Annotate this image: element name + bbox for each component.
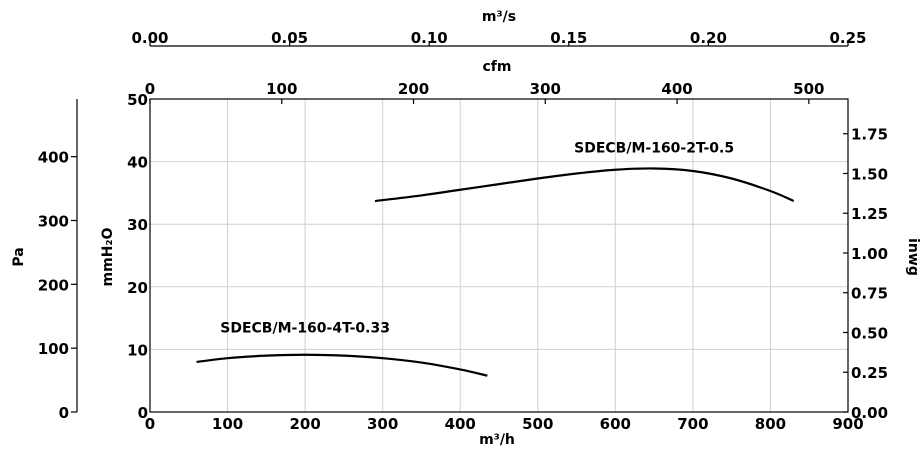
series-curve-1 — [196, 353, 488, 377]
x-tick-label: 0 — [145, 415, 155, 433]
inwg-tick-label: 1.00 — [851, 245, 888, 263]
x-tick-label: 700 — [677, 415, 708, 433]
x-tick-label: 500 — [522, 415, 553, 433]
top-outer-axis-label: m³/s — [482, 9, 516, 25]
mmh2o-tick-label: 10 — [127, 341, 148, 359]
inwg-tick-label: 1.25 — [851, 205, 888, 223]
inwg-tick-label: 0.00 — [851, 404, 888, 422]
series-label-1: SDECB/M-160-4T-0.33 — [220, 321, 390, 337]
cfm-tick-label: 0 — [145, 80, 155, 98]
m3s-tick-label: 0.25 — [829, 29, 866, 47]
pa-tick-label: 200 — [38, 276, 69, 294]
cfm-tick-label: 300 — [530, 80, 561, 98]
x-tick-label: 800 — [755, 415, 786, 433]
series-label-0: SDECB/M-160-2T-0.5 — [574, 140, 734, 156]
cfm-tick-label: 400 — [661, 80, 692, 98]
tick-labels: 0 100 200 300 400 500 600 700 800 900010203040500… — [38, 29, 888, 433]
cfm-tick-label: 500 — [793, 80, 824, 98]
pa-tick-label: 100 — [38, 340, 69, 358]
left-outer-axis-label: Pa — [11, 247, 27, 266]
x-tick-label: 100 — [212, 415, 243, 433]
mmh2o-tick-label: 30 — [127, 216, 148, 234]
m3s-tick-label: 0.15 — [550, 29, 587, 47]
axes — [71, 41, 849, 413]
right-axis-label: inwg — [905, 238, 921, 276]
cfm-tick-label: 100 — [266, 80, 297, 98]
inwg-tick-label: 0.25 — [851, 364, 888, 382]
inwg-tick-label: 1.75 — [851, 126, 888, 144]
x-tick-label: 200 — [289, 415, 320, 433]
left-inner-axis-label: mmH₂O — [100, 227, 116, 286]
grid-lines — [150, 99, 848, 412]
m3s-tick-label: 0.20 — [690, 29, 727, 47]
mmh2o-tick-label: 0 — [138, 404, 148, 422]
m3s-tick-label: 0.00 — [131, 29, 168, 47]
inwg-tick-label: 0.50 — [851, 324, 888, 342]
x-tick-label: 900 — [832, 415, 863, 433]
mmh2o-tick-label: 40 — [127, 154, 148, 172]
inwg-tick-label: 0.75 — [851, 285, 888, 303]
top-inner-axis-label: cfm — [483, 59, 512, 75]
plot-frame — [149, 98, 849, 413]
series-curve-0 — [374, 167, 795, 203]
pa-tick-label: 400 — [38, 149, 69, 167]
m3s-tick-label: 0.10 — [411, 29, 448, 47]
x-tick-label: 300 — [367, 415, 398, 433]
pa-tick-label: 300 — [38, 212, 69, 230]
x-tick-label: 600 — [600, 415, 631, 433]
m3s-tick-label: 0.05 — [271, 29, 308, 47]
mmh2o-tick-label: 50 — [127, 91, 148, 109]
bottom-axis-label: m³/h — [479, 432, 515, 448]
curves: SDECB/M-160-2T-0.5 SDECB/M-160-4T-0.33 — [196, 140, 795, 377]
x-tick-label: 400 — [445, 415, 476, 433]
mmh2o-tick-label: 20 — [127, 279, 148, 297]
cfm-tick-label: 200 — [398, 80, 429, 98]
inwg-tick-label: 1.50 — [851, 165, 888, 183]
pa-tick-label: 0 — [59, 404, 69, 422]
